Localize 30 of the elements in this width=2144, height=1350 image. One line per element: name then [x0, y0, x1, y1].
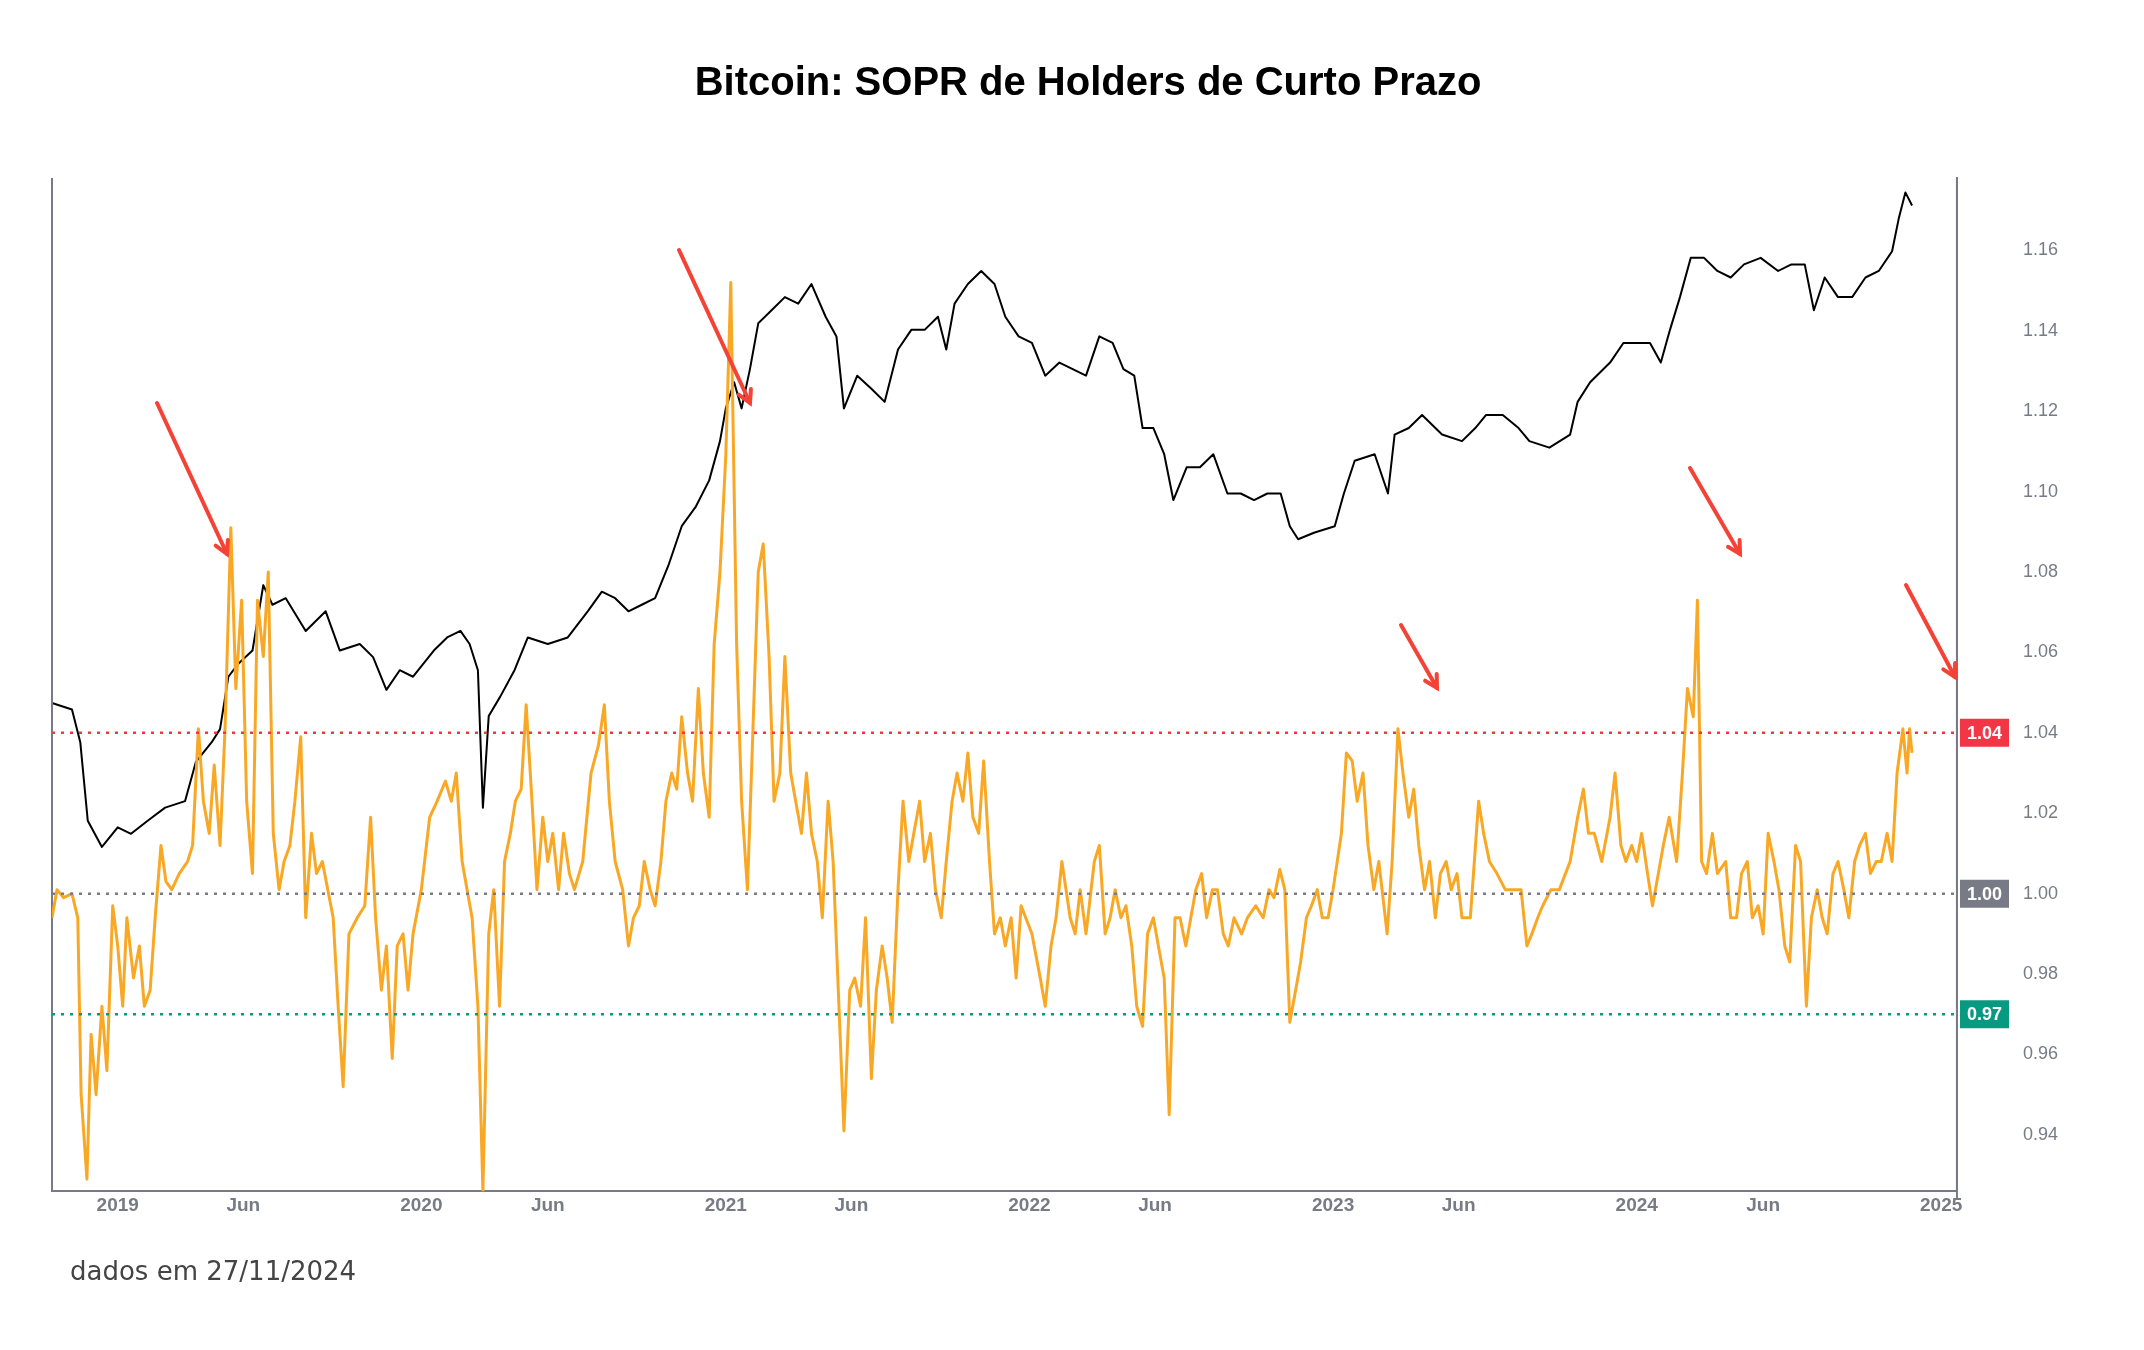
y-tick-label: 1.04 — [2022, 721, 2059, 742]
ref-line-label: 0.97 — [1966, 1004, 2003, 1025]
y-tick-label: 1.12 — [2022, 400, 2059, 421]
y-tick-label: 1.14 — [2022, 319, 2059, 340]
x-tick-label: Jun — [1441, 1193, 1476, 1215]
x-tick-label: 2024 — [1615, 1193, 1659, 1215]
ref-line-label: 1.04 — [1966, 722, 2003, 743]
x-tick-label: Jun — [1138, 1193, 1172, 1215]
x-tick-label: 2019 — [96, 1193, 139, 1215]
y-tick-label: 0.96 — [2022, 1043, 2059, 1064]
x-tick-label: Jun — [530, 1193, 565, 1215]
y-tick-label: 1.02 — [2022, 802, 2059, 823]
text: dados em 27/11/2024 — [70, 1256, 357, 1286]
y-tick-label: 0.98 — [2022, 963, 2059, 984]
y-tick-label: 1.08 — [2022, 560, 2059, 581]
x-tick-label: Jun — [226, 1193, 261, 1215]
x-tick-label: Jun — [834, 1193, 869, 1215]
x-tick-label: 2025 — [1920, 1193, 1963, 1215]
y-tick-label: 0.94 — [2022, 1123, 2059, 1144]
x-tick-label: 2020 — [400, 1193, 443, 1215]
chart-title: Bitcoin: SOPR de Holders de Curto Prazo — [694, 59, 1482, 104]
y-tick-label: 1.10 — [2022, 480, 2059, 501]
y-tick-label: 1.16 — [2022, 239, 2059, 260]
x-tick-label: 2023 — [1311, 1193, 1355, 1215]
x-tick-label: 2021 — [704, 1193, 748, 1215]
x-tick-label: Jun — [1746, 1193, 1781, 1215]
y-tick-label: 1.00 — [2022, 882, 2059, 903]
ref-line-label: 1.00 — [1966, 883, 2003, 904]
x-tick-label: 2022 — [1008, 1193, 1051, 1215]
y-tick-label: 1.06 — [2022, 641, 2059, 662]
